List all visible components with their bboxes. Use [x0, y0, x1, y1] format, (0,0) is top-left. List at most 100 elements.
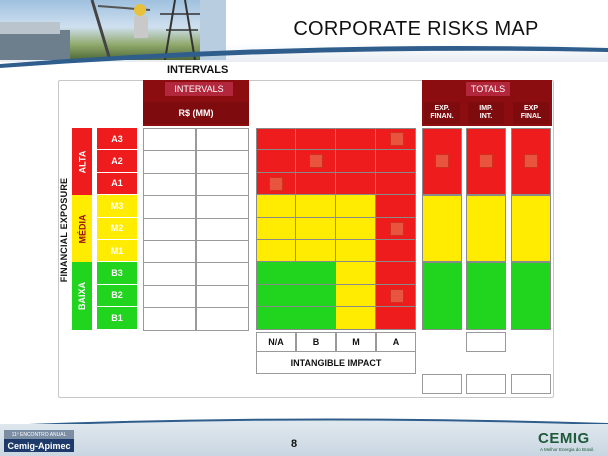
intervals-pill: INTERVALS — [165, 82, 233, 96]
page-number: 8 — [290, 438, 298, 450]
matrix-cell — [296, 195, 336, 218]
matrix-cell — [296, 240, 336, 263]
interval-cell — [196, 150, 249, 174]
interval-cell — [196, 128, 249, 152]
matrix-cell — [336, 172, 376, 196]
interval-cell — [143, 150, 196, 174]
footer-band — [0, 424, 608, 456]
risk-marker[interactable] — [269, 176, 283, 191]
interval-cell — [143, 195, 196, 219]
totals-empty-box-3 — [466, 374, 506, 394]
interval-cell — [196, 284, 249, 309]
totals-empty-box-4 — [511, 374, 551, 394]
interval-cell — [143, 217, 196, 241]
intangible-impact-title: INTANGIBLE IMPACT — [256, 352, 416, 374]
matrix-cell — [376, 195, 416, 218]
totals-empty-box-2 — [422, 374, 462, 394]
totals-block — [511, 262, 551, 330]
matrix-cell — [296, 172, 336, 196]
matrix-cell — [376, 307, 416, 330]
band-baixa: BAIXA — [72, 262, 92, 330]
interval-cell — [196, 240, 249, 264]
slide-title: CORPORATE RISKS MAP — [293, 18, 539, 40]
interval-cell — [143, 284, 196, 309]
matrix-cell — [256, 128, 296, 151]
interval-cell — [196, 307, 249, 331]
cemig-logo: CEMIG — [538, 429, 590, 447]
header-curve — [0, 46, 608, 68]
matrix-cell — [336, 217, 376, 240]
interval-cell — [196, 217, 249, 241]
level-label-b1: B1 — [97, 307, 137, 330]
level-label-a1: A1 — [97, 172, 137, 196]
risk-marker[interactable] — [390, 221, 404, 236]
matrix-cell — [256, 307, 296, 330]
matrix-cell — [296, 307, 336, 330]
level-label-a2: A2 — [97, 150, 137, 173]
matrix-cell — [376, 240, 416, 263]
totals-block — [466, 262, 506, 330]
matrix-cell — [376, 172, 416, 196]
risk-map-frame — [58, 80, 554, 398]
interval-cell — [143, 128, 196, 152]
level-label-b2: B2 — [97, 284, 137, 308]
interval-cell — [196, 195, 249, 219]
matrix-cell — [336, 150, 376, 173]
totals-col-exp-finan: EXP. FINAN. — [424, 102, 460, 124]
intervals-subheader: R$ (MM) — [143, 102, 249, 124]
matrix-cell — [296, 262, 336, 285]
interval-cell — [143, 240, 196, 264]
totals-block — [466, 195, 506, 263]
band-alta: ALTA — [72, 128, 92, 195]
totals-empty-box-1 — [466, 332, 506, 352]
matrix-cell — [296, 217, 336, 240]
matrix-cell — [256, 240, 296, 263]
event-logo: 11º ENCONTRO ANUAL Cemig-Apimec — [4, 430, 74, 452]
matrix-cell — [256, 217, 296, 240]
totals-block — [511, 195, 551, 263]
band-media: MÉDIA — [72, 195, 92, 262]
interval-cell — [196, 172, 249, 197]
matrix-cell — [336, 284, 376, 308]
matrix-cell — [256, 150, 296, 173]
section-label: INTERVALS — [167, 64, 229, 76]
axis-category-0: N/A — [256, 332, 296, 352]
matrix-cell — [296, 128, 336, 151]
totals-pill: TOTALS — [466, 82, 510, 96]
matrix-cell — [256, 262, 296, 285]
interval-cell — [143, 262, 196, 286]
axis-category-3: A — [376, 332, 416, 352]
totals-marker[interactable] — [524, 154, 538, 169]
matrix-cell — [376, 150, 416, 173]
totals-block — [422, 195, 462, 263]
interval-cell — [196, 262, 249, 286]
matrix-cell — [336, 240, 376, 263]
financial-exposure-label: FINANCIAL EXPOSURE — [59, 177, 70, 283]
level-label-a3: A3 — [97, 128, 137, 151]
totals-col-exp-final: EXP FINAL — [513, 102, 549, 124]
level-label-b3: B3 — [97, 262, 137, 285]
risk-marker[interactable] — [309, 154, 323, 169]
matrix-cell — [296, 284, 336, 308]
matrix-cell — [336, 128, 376, 151]
risk-marker[interactable] — [390, 288, 404, 303]
matrix-cell — [376, 262, 416, 285]
header-photo — [0, 0, 226, 60]
level-label-m3: M3 — [97, 195, 137, 218]
matrix-cell — [336, 195, 376, 218]
cemig-slogan: A Melhor Energia do Brasil. — [540, 447, 595, 452]
matrix-cell — [256, 195, 296, 218]
risk-marker[interactable] — [390, 132, 404, 146]
matrix-cell — [256, 284, 296, 308]
matrix-cell — [336, 262, 376, 285]
level-label-m1: M1 — [97, 240, 137, 263]
matrix-cell — [336, 307, 376, 330]
totals-marker[interactable] — [435, 154, 449, 169]
axis-category-1: B — [296, 332, 336, 352]
totals-col-imp-int: IMP. INT. — [468, 102, 504, 124]
level-label-m2: M2 — [97, 217, 137, 240]
interval-cell — [143, 172, 196, 197]
interval-cell — [143, 307, 196, 331]
totals-marker[interactable] — [479, 154, 493, 169]
axis-category-2: M — [336, 332, 376, 352]
